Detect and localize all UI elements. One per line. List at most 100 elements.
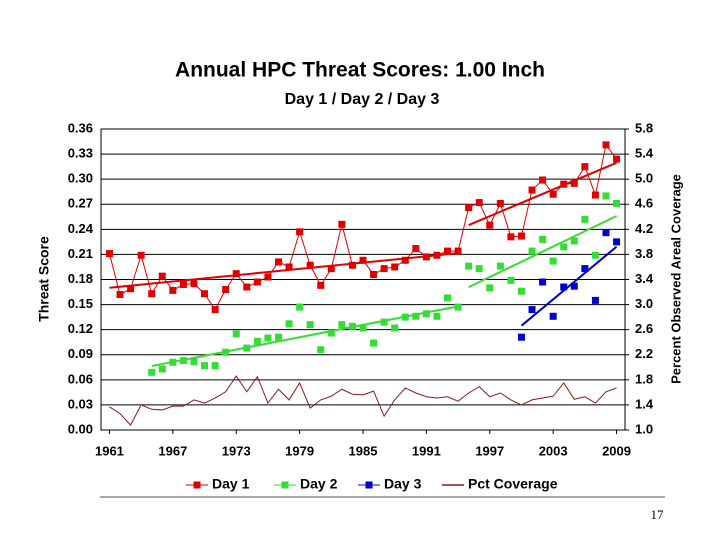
data-point bbox=[570, 179, 578, 187]
data-point bbox=[412, 245, 420, 253]
data-point bbox=[475, 199, 483, 207]
data-point bbox=[327, 329, 335, 337]
trend-line bbox=[468, 215, 617, 289]
data-point bbox=[602, 192, 610, 200]
data-point bbox=[243, 344, 251, 352]
data-point bbox=[169, 358, 177, 366]
y-tick-label: 0.30 bbox=[68, 171, 93, 186]
legend-label: Day 3 bbox=[384, 476, 422, 492]
data-point bbox=[401, 313, 409, 321]
data-point bbox=[412, 312, 420, 320]
data-point bbox=[391, 263, 399, 271]
series-line bbox=[109, 375, 617, 426]
data-point bbox=[148, 368, 156, 376]
data-point bbox=[338, 321, 346, 329]
data-point bbox=[232, 270, 240, 278]
data-point bbox=[591, 251, 599, 259]
y-tick-label: 0.15 bbox=[68, 296, 93, 311]
y-tick-label: 0.09 bbox=[68, 346, 93, 361]
data-point bbox=[296, 303, 304, 311]
y-tick-label: 0.33 bbox=[68, 146, 93, 161]
x-tick-label: 1979 bbox=[285, 443, 314, 458]
data-point bbox=[285, 263, 293, 271]
data-point bbox=[222, 348, 230, 356]
data-point bbox=[317, 346, 325, 354]
x-tick-label: 1973 bbox=[222, 443, 251, 458]
data-point bbox=[338, 220, 346, 228]
y2-tick-label: 5.8 bbox=[635, 120, 653, 135]
data-point bbox=[486, 284, 494, 292]
y2-tick-label: 3.8 bbox=[635, 246, 653, 261]
data-point bbox=[264, 273, 272, 281]
data-point bbox=[127, 285, 135, 293]
data-point bbox=[433, 251, 441, 259]
data-point bbox=[581, 265, 589, 273]
y2-tick-label: 5.0 bbox=[635, 171, 653, 186]
data-point bbox=[306, 321, 314, 329]
data-point bbox=[560, 283, 568, 291]
y-tick-label: 0.12 bbox=[68, 321, 93, 336]
trend-line bbox=[520, 245, 618, 327]
y-tick-label: 0.03 bbox=[68, 396, 93, 411]
chart-subtitle: Day 1 / Day 2 / Day 3 bbox=[285, 91, 440, 108]
data-point bbox=[613, 155, 621, 163]
data-point bbox=[317, 281, 325, 289]
data-point bbox=[422, 253, 430, 261]
data-point bbox=[507, 276, 515, 284]
data-point bbox=[137, 251, 145, 259]
data-point bbox=[179, 357, 187, 365]
data-point bbox=[486, 221, 494, 229]
y-axis-label: Threat Score bbox=[36, 236, 52, 322]
y-tick-label: 0.06 bbox=[68, 371, 93, 386]
data-point bbox=[454, 247, 462, 255]
data-point bbox=[370, 339, 378, 347]
y2-tick-label: 1.0 bbox=[635, 421, 653, 436]
data-point bbox=[560, 243, 568, 251]
y2-tick-label: 4.2 bbox=[635, 221, 653, 236]
x-tick-label: 2009 bbox=[602, 443, 631, 458]
data-point bbox=[327, 265, 335, 273]
data-point bbox=[158, 365, 166, 373]
y2-tick-label: 1.8 bbox=[635, 371, 653, 386]
data-point bbox=[190, 357, 198, 365]
data-point bbox=[296, 228, 304, 236]
data-point bbox=[570, 282, 578, 290]
data-point bbox=[211, 306, 219, 314]
y2-tick-label: 3.0 bbox=[635, 296, 653, 311]
legend-marker bbox=[281, 481, 289, 489]
trend-line bbox=[468, 161, 617, 226]
data-point bbox=[581, 163, 589, 171]
y-tick-label: 0.36 bbox=[68, 120, 93, 135]
data-point bbox=[560, 180, 568, 188]
data-point bbox=[528, 247, 536, 255]
data-point bbox=[549, 257, 557, 265]
data-point bbox=[528, 306, 536, 314]
data-point bbox=[359, 324, 367, 332]
data-point bbox=[475, 265, 483, 273]
y2-tick-label: 3.4 bbox=[635, 271, 654, 286]
data-point bbox=[549, 190, 557, 198]
x-tick-label: 1997 bbox=[475, 443, 504, 458]
data-point bbox=[517, 232, 525, 240]
data-point bbox=[380, 265, 388, 273]
data-point bbox=[253, 337, 261, 345]
data-point bbox=[517, 287, 525, 295]
y-tick-label: 0.27 bbox=[68, 196, 93, 211]
data-point bbox=[201, 290, 209, 298]
data-point bbox=[528, 186, 536, 194]
data-point bbox=[444, 294, 452, 302]
y2-axis-label: Percent Observed Areal Coverage bbox=[668, 174, 683, 384]
y2-tick-label: 4.6 bbox=[635, 196, 653, 211]
data-point bbox=[401, 256, 409, 264]
data-point bbox=[517, 333, 525, 341]
trend-line bbox=[151, 305, 459, 368]
y2-tick-label: 5.4 bbox=[635, 146, 654, 161]
data-point bbox=[232, 330, 240, 338]
data-point bbox=[433, 312, 441, 320]
data-point bbox=[539, 235, 547, 243]
y-tick-label: 0.24 bbox=[68, 221, 94, 236]
y2-tick-label: 2.6 bbox=[635, 321, 653, 336]
trend-line bbox=[109, 252, 459, 289]
y2-tick-label: 2.2 bbox=[635, 346, 653, 361]
data-point bbox=[539, 278, 547, 286]
